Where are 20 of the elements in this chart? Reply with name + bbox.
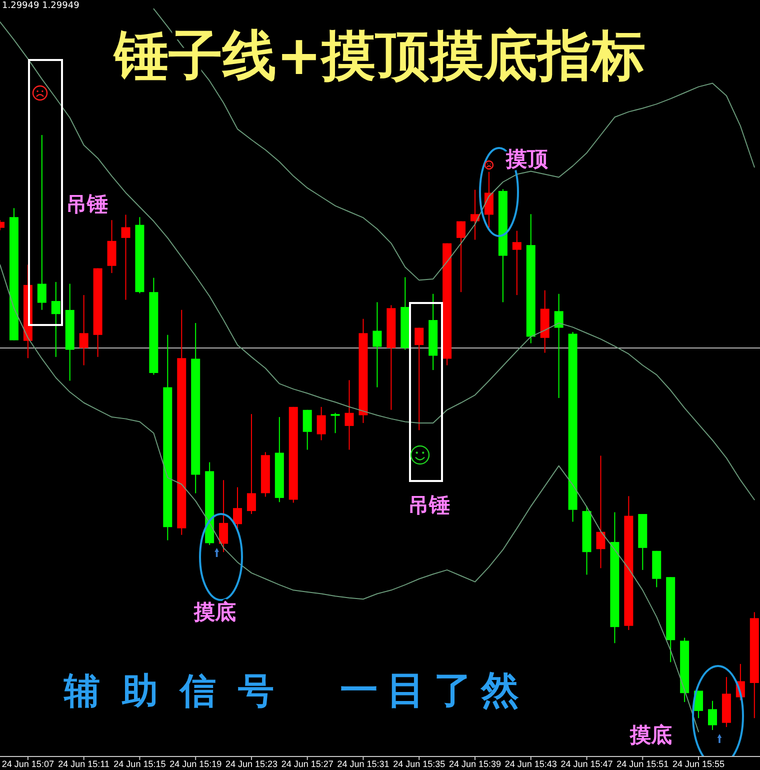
annotation: 吊锤 — [66, 192, 108, 216]
x-tick-label: 24 Jun 15:23 — [225, 759, 278, 769]
x-tick-label: 24 Jun 15:39 — [448, 759, 502, 769]
x-tick-label: 24 Jun 15:11 — [58, 759, 110, 769]
x-tick-label: 24 Jun 15:07 — [2, 759, 54, 769]
x-tick-label: 24 Jun 15:27 — [281, 759, 334, 769]
annotation: 摸底 — [630, 723, 672, 747]
annotation: 1.29949 1.29949 — [2, 1, 80, 11]
x-tick-label: 24 Jun 15:35 — [393, 759, 446, 769]
x-tick-label: 24 Jun 15:47 — [560, 759, 613, 769]
x-tick-label: 24 Jun 15:43 — [504, 759, 557, 769]
annotation: 吊锤 — [408, 493, 450, 517]
annotation: 辅助信号 — [64, 671, 296, 712]
x-tick-label: 24 Jun 15:15 — [114, 759, 166, 769]
x-tick-label: 24 Jun 15:31 — [337, 759, 390, 769]
x-tick-label: 24 Jun 15:55 — [672, 759, 725, 769]
x-tick-label: 24 Jun 15:51 — [616, 759, 669, 769]
annotation: 一目了然 — [340, 668, 528, 712]
annotation: 摸底 — [194, 600, 236, 624]
x-tick-label: 24 Jun 15:19 — [170, 759, 222, 769]
